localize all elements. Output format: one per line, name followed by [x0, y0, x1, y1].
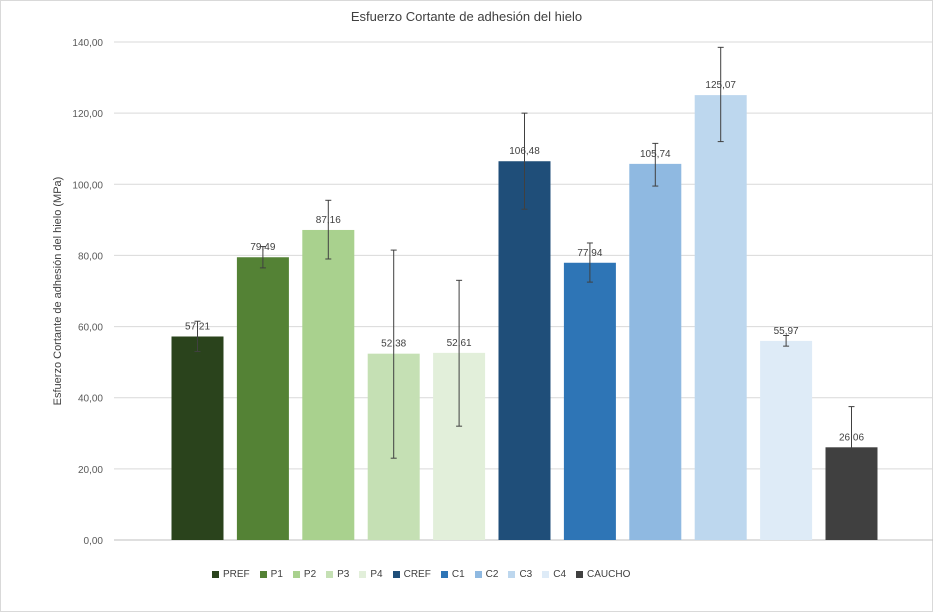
- bar: [694, 95, 747, 540]
- legend-item: P1: [259, 568, 283, 580]
- legend-swatch: [508, 570, 516, 578]
- bar: [498, 161, 551, 541]
- y-tick-label: 20,00: [78, 465, 103, 476]
- legend-swatch: [440, 570, 448, 578]
- y-tick-label: 100,00: [72, 180, 103, 191]
- legend-swatch: [259, 570, 267, 578]
- bar: [760, 340, 813, 540]
- chart-title: Esfuerzo Cortante de adhesión del hielo: [350, 9, 583, 24]
- data-label: 52,38: [381, 339, 406, 350]
- legend-item: PREF: [212, 569, 250, 580]
- bar: [236, 257, 289, 540]
- legend-label: CREF: [403, 568, 431, 580]
- data-label: 55,97: [774, 326, 799, 337]
- legend-label: C4: [553, 568, 567, 580]
- legend-label: CAUCHO: [587, 568, 631, 580]
- legend-label: PREF: [223, 568, 250, 580]
- y-tick-label: 0,00: [84, 536, 104, 547]
- legend-item: P4: [359, 568, 383, 580]
- legend-label: P4: [370, 568, 383, 580]
- data-label: 79,49: [250, 242, 275, 253]
- legend-swatch: [576, 570, 584, 578]
- legend-label: C3: [519, 568, 533, 580]
- legend-label: P1: [270, 568, 283, 580]
- data-label: 52,61: [447, 338, 472, 349]
- legend-item: CAUCHO: [576, 569, 630, 580]
- data-label: 57,21: [185, 321, 210, 332]
- legend-item: C2: [474, 568, 499, 580]
- data-label: 77,94: [577, 248, 602, 259]
- bar: [171, 336, 224, 540]
- legend-swatch: [392, 570, 400, 578]
- data-label: 125,07: [705, 80, 736, 91]
- legend-swatch: [542, 570, 550, 578]
- data-label: 106,48: [509, 146, 540, 157]
- legend-swatch: [359, 570, 367, 578]
- legend-item: P3: [326, 569, 349, 580]
- data-label: 105,74: [640, 149, 671, 160]
- data-label: 87,16: [316, 215, 341, 226]
- y-tick-label: 140,00: [72, 38, 103, 49]
- legend-item: P2: [292, 568, 317, 580]
- legend: PREF P1 P2 P3 P4 CREF C1 C2 C3 C4 CAUCHO: [212, 567, 640, 581]
- bar: [302, 229, 355, 541]
- legend-swatch: [212, 570, 219, 578]
- y-tick-label: 120,00: [72, 109, 103, 120]
- y-tick-label: 80,00: [78, 251, 103, 262]
- legend-item: C1: [440, 568, 465, 580]
- legend-label: P3: [337, 568, 350, 580]
- legend-label: C2: [485, 568, 499, 580]
- bar: [563, 262, 616, 540]
- data-label: 26,06: [839, 432, 864, 443]
- y-tick-label: 40,00: [78, 394, 103, 405]
- legend-label: P2: [303, 568, 317, 580]
- legend-item: C3: [508, 569, 532, 580]
- legend-swatch: [474, 570, 482, 578]
- y-tick-label: 60,00: [78, 323, 103, 334]
- bar: [629, 163, 682, 540]
- legend-item: CREF: [392, 568, 431, 580]
- legend-item: C4: [542, 569, 566, 580]
- legend-swatch: [326, 570, 334, 578]
- legend-swatch: [292, 570, 300, 578]
- legend-label: C1: [451, 568, 465, 580]
